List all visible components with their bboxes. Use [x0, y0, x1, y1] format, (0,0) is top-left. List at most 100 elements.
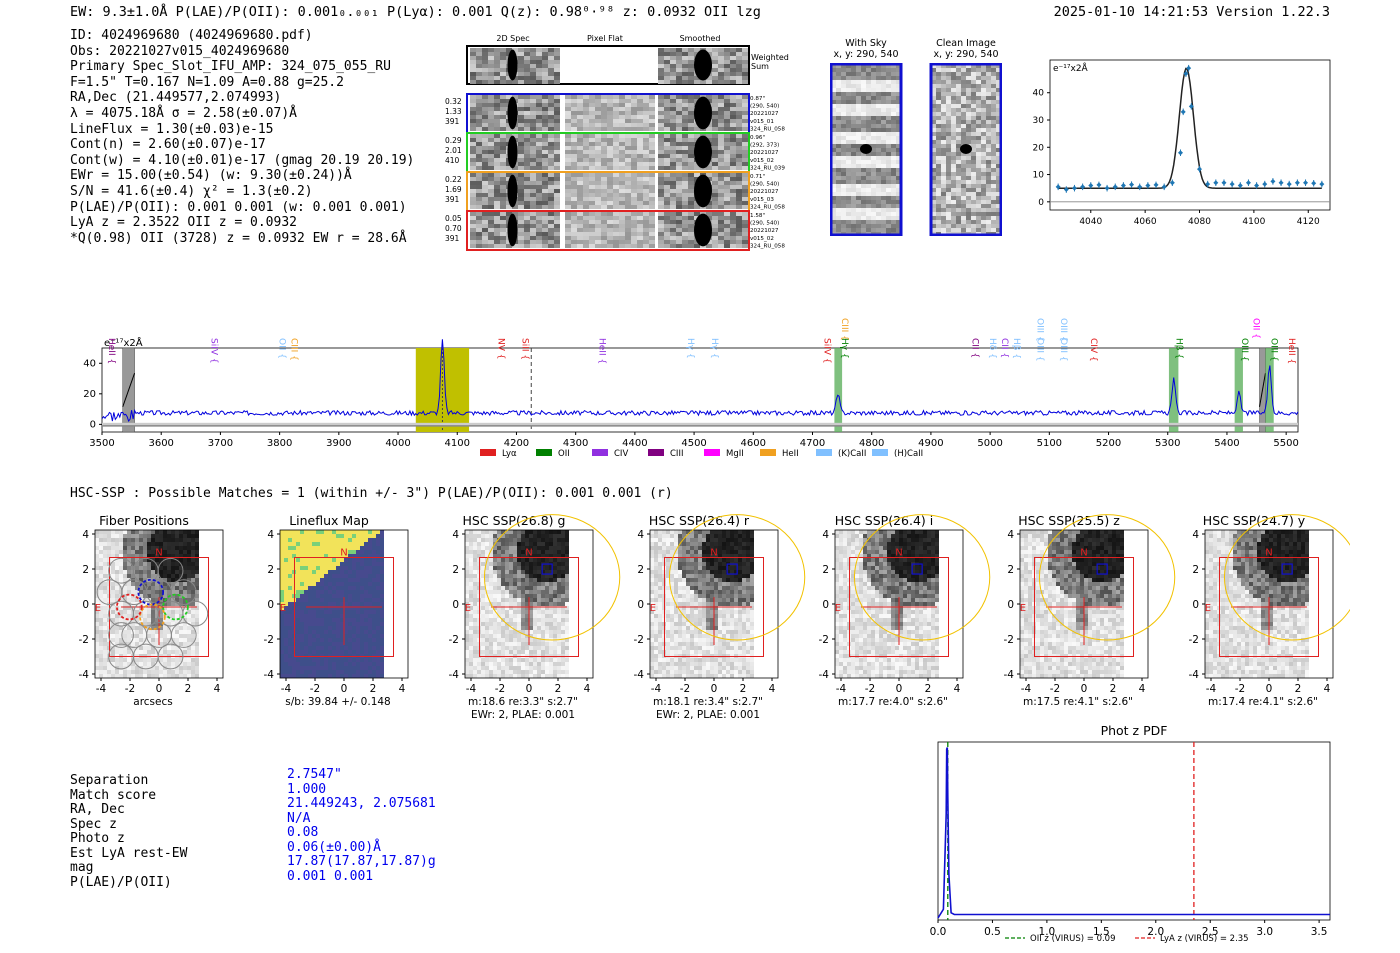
noise-pixel — [530, 134, 536, 138]
sky-pixel — [866, 224, 871, 228]
noise-pixel — [554, 103, 560, 107]
noise-pixel — [488, 64, 494, 68]
noise-pixel — [494, 80, 500, 84]
pixel — [183, 658, 187, 662]
pixel — [320, 534, 324, 538]
pixel — [199, 586, 203, 590]
sky-pixel — [996, 168, 1001, 172]
sky-pixel — [881, 132, 886, 136]
noise-pixel — [530, 95, 536, 99]
noise-pixel — [724, 197, 730, 201]
noise-pixel — [742, 56, 748, 60]
noise-pixel — [583, 244, 589, 248]
sky-pixel — [941, 176, 946, 180]
noise-pixel — [658, 197, 664, 201]
noise-pixel — [500, 142, 506, 146]
noise-pixel — [595, 123, 601, 127]
noise-pixel — [718, 232, 724, 236]
sky-pixel — [861, 120, 866, 124]
noise-pixel — [631, 205, 637, 209]
pixel — [344, 574, 348, 578]
noise-pixel — [589, 189, 595, 193]
pixel — [151, 562, 155, 566]
pixel — [352, 570, 356, 574]
pixel — [159, 626, 163, 630]
pixel — [107, 662, 111, 666]
noise-pixel — [548, 64, 554, 68]
noise-pixel — [607, 173, 613, 177]
noise-pixel — [688, 189, 694, 193]
noise-pixel — [571, 166, 577, 170]
pixel — [203, 658, 207, 662]
noise-pixel — [548, 142, 554, 146]
noise-pixel — [482, 212, 488, 216]
sky-pixel — [831, 72, 836, 76]
noise-pixel — [488, 95, 494, 99]
pixel — [203, 566, 207, 570]
pixel — [344, 546, 348, 550]
sky-pixel — [876, 104, 881, 108]
pixel — [316, 562, 320, 566]
pixel — [195, 582, 199, 586]
noise-pixel — [736, 193, 742, 197]
pixel — [368, 566, 372, 570]
sky-pixel — [976, 156, 981, 160]
pixel — [95, 622, 99, 626]
noise-pixel — [664, 158, 670, 162]
noise-pixel — [682, 134, 688, 138]
sky-pixel — [986, 184, 991, 188]
pixel — [147, 622, 151, 626]
noise-pixel — [712, 216, 718, 220]
noise-pixel — [664, 220, 670, 224]
pixel — [219, 574, 223, 578]
noise-pixel — [565, 119, 571, 123]
noise-pixel — [470, 150, 476, 154]
sky-pixel — [986, 180, 991, 184]
pixel — [304, 570, 308, 574]
noise-pixel — [488, 76, 494, 80]
emission-blob — [507, 174, 518, 208]
pixel — [179, 534, 183, 538]
noise-pixel — [524, 72, 530, 76]
y-tick-label: 40 — [83, 358, 96, 369]
pixel — [167, 622, 171, 626]
sky-pixel — [841, 204, 846, 208]
noise-pixel — [706, 212, 712, 216]
noise-pixel — [736, 111, 742, 115]
pixel — [99, 630, 103, 634]
data-point — [1071, 185, 1077, 191]
noise-pixel — [542, 189, 548, 193]
noise-pixel — [536, 240, 542, 244]
pixel — [123, 558, 127, 562]
pixel — [344, 530, 348, 534]
noise-pixel — [682, 232, 688, 236]
sky-pixel — [881, 144, 886, 148]
noise-pixel — [649, 232, 655, 236]
sky-pixel — [976, 196, 981, 200]
noise-pixel — [565, 236, 571, 240]
noise-pixel — [643, 173, 649, 177]
info-line: Obs: 20221027v015_4024969680 — [70, 43, 290, 59]
noise-pixel — [688, 146, 694, 150]
noise-pixel — [712, 185, 718, 189]
pixel — [115, 574, 119, 578]
pixel — [211, 546, 215, 550]
noise-pixel — [613, 236, 619, 240]
noise-pixel — [631, 99, 637, 103]
emission-blob — [507, 135, 518, 169]
noise-pixel — [554, 154, 560, 158]
noise-pixel — [595, 173, 601, 177]
sky-pixel — [876, 184, 881, 188]
cutout-row-meta: 20221027 — [750, 111, 779, 117]
pixel — [111, 582, 115, 586]
noise-pixel — [637, 119, 643, 123]
noise-pixel — [536, 52, 542, 56]
noise-pixel — [712, 193, 718, 197]
noise-pixel — [476, 119, 482, 123]
pixel — [376, 566, 380, 570]
sky-pixel — [841, 64, 846, 68]
pixel — [171, 602, 175, 606]
pixel — [143, 614, 147, 618]
noise-pixel — [625, 220, 631, 224]
pixel — [103, 630, 107, 634]
